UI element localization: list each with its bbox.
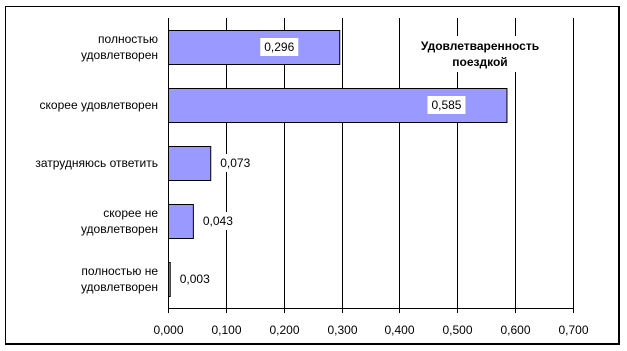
x-tick-label: 0,300 [327, 323, 357, 337]
chart-title-line: поездкой [452, 55, 507, 69]
data-label-bg [260, 38, 299, 56]
category-label: полностью не [81, 264, 158, 278]
x-tick-label: 0,100 [211, 323, 241, 337]
data-label-bg [175, 270, 214, 288]
x-tick-label: 0,600 [500, 323, 530, 337]
chart-title-line: Удовлетваренность [421, 39, 539, 53]
x-tick-label: 0,500 [442, 323, 472, 337]
x-tick-label: 0,700 [558, 323, 588, 337]
category-label: полностью [98, 32, 158, 46]
data-label: 0,073 [220, 156, 250, 170]
data-label: 0,296 [264, 40, 294, 54]
bar [168, 30, 341, 65]
bar [168, 146, 212, 181]
category-label: скорее удовлетворен [40, 98, 158, 112]
x-tick-label: 0,200 [269, 323, 299, 337]
bar [168, 204, 194, 239]
data-label-bg [198, 212, 237, 230]
category-label: затрудняюсь ответить [35, 156, 158, 170]
data-label-bg [216, 154, 255, 172]
category-label: удовлетворен [81, 280, 158, 294]
data-label: 0,585 [431, 98, 461, 112]
category-label: удовлетворен [81, 222, 158, 236]
chart-title-bg [405, 36, 555, 72]
x-tick-label: 0,000 [153, 323, 183, 337]
data-label: 0,043 [203, 214, 233, 228]
data-label: 0,003 [180, 272, 210, 286]
category-label: скорее не [103, 206, 158, 220]
category-label: удовлетворен [81, 48, 158, 62]
data-label-bg [427, 96, 466, 114]
x-tick-label: 0,400 [384, 323, 414, 337]
